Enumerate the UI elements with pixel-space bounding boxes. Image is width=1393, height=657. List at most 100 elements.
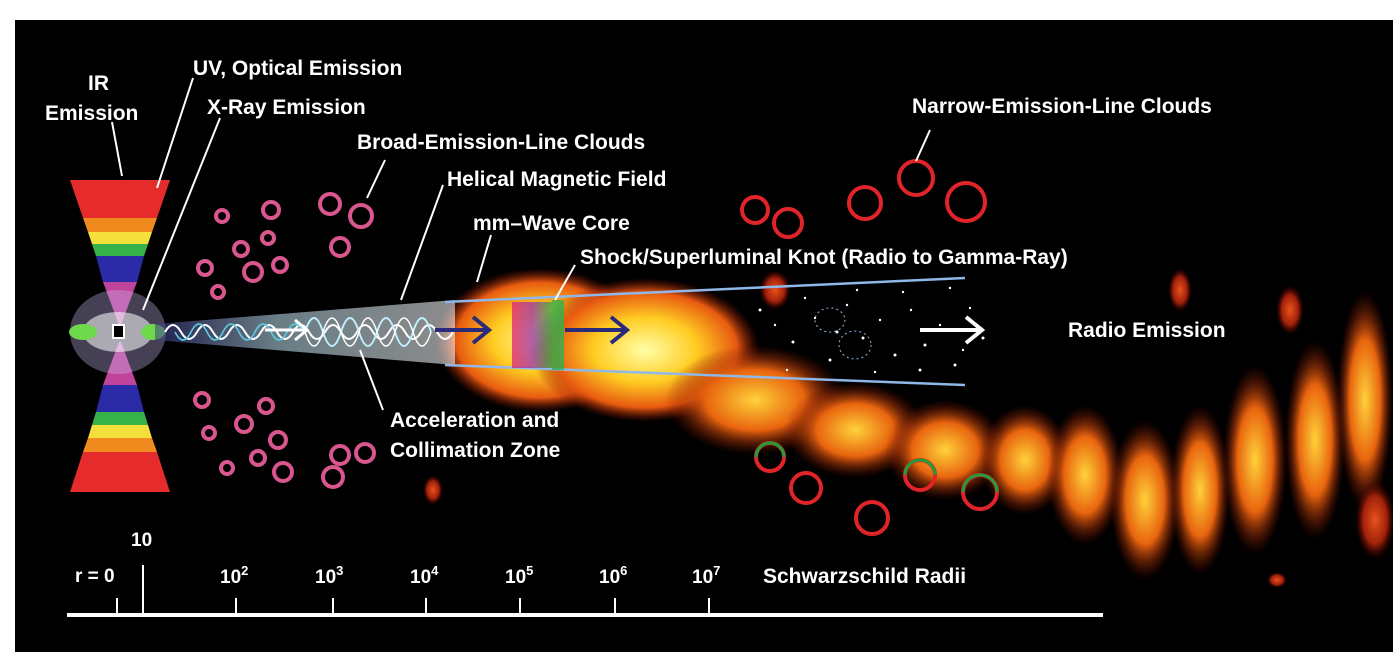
broad-line-cloud: [354, 442, 376, 464]
label-ir-line1: IR: [88, 72, 109, 95]
scale-label-1e7: 107: [692, 563, 720, 588]
torus-lower-green: [92, 412, 148, 425]
inner-jet-green: [69, 324, 97, 340]
jet-glow-segment: [980, 405, 1070, 515]
scale-label-1e6: 106: [599, 563, 627, 588]
torus-lower-red: [70, 452, 170, 492]
label-uv-optical: UV, Optical Emission: [193, 57, 402, 80]
jet-glow-segment: [423, 475, 443, 505]
leader-line-acceleration: [359, 349, 384, 411]
label-radio-emission: Radio Emission: [1068, 319, 1226, 342]
broad-line-cloud: [201, 425, 217, 441]
helical-magnetic-field-coil: [304, 317, 432, 347]
flow-arrow-icon: [435, 315, 493, 345]
broad-line-cloud: [249, 449, 267, 467]
torus-lower-blue: [96, 385, 144, 412]
label-ir-line2: Emission: [45, 102, 138, 125]
jet-boundary-upper: [444, 276, 966, 304]
green-ring-arc: [903, 458, 937, 476]
broad-line-cloud: [242, 261, 264, 283]
shock-front: [552, 300, 564, 370]
diagram-frame: IR Emission UV, Optical Emission X-Ray E…: [15, 20, 1393, 652]
torus-upper-red: [70, 180, 170, 218]
black-hole: [112, 324, 125, 339]
broad-line-cloud: [329, 444, 351, 466]
torus-lower-yellow: [88, 425, 152, 438]
broad-line-cloud: [196, 259, 214, 277]
leader-line-broad: [366, 159, 386, 199]
jet-glow-segment: [1168, 268, 1192, 312]
flow-arrows: [265, 315, 986, 345]
label-narrow-line-clouds: Narrow-Emission-Line Clouds: [912, 95, 1212, 118]
helical-magnetic-field-coil: [304, 317, 432, 347]
leader-line-knot: [554, 264, 576, 301]
scale-label-1e5: 105: [505, 563, 533, 588]
leader-line-uv: [156, 77, 194, 189]
helical-magnetic-field-coil: [174, 323, 304, 341]
broad-line-cloud: [193, 391, 211, 409]
jet-emission-glow: [423, 268, 1393, 588]
jet-glow-segment: [1337, 290, 1393, 510]
label-mm-core: mm–Wave Core: [473, 212, 630, 235]
label-broad-line-clouds: Broad-Emission-Line Clouds: [357, 131, 645, 154]
torus-upper-magenta: [103, 282, 137, 325]
broad-line-cloud: [232, 240, 250, 258]
label-xray: X-Ray Emission: [207, 96, 366, 119]
jet-boundary-lower: [444, 363, 966, 387]
narrow-line-cloud: [945, 181, 987, 223]
broad-line-cloud: [234, 414, 254, 434]
labels: IR Emission UV, Optical Emission X-Ray E…: [45, 57, 1226, 462]
leader-line-helical: [400, 184, 444, 301]
leader-lines: [111, 77, 931, 411]
jet-glow-segment: [1170, 405, 1230, 575]
green-rings: [754, 441, 999, 493]
label-helical-field: Helical Magnetic Field: [447, 168, 666, 191]
leader-line-ir: [111, 121, 123, 177]
broad-line-cloud: [271, 256, 289, 274]
jet-glow-segment: [1285, 340, 1345, 540]
flow-arrow-icon: [265, 318, 310, 342]
scale-label-1e2: 102: [220, 563, 248, 588]
broad-line-cloud: [257, 397, 275, 415]
narrow-line-cloud: [789, 471, 823, 505]
narrow-line-cloud: [897, 159, 935, 197]
narrow-line-cloud: [854, 500, 890, 536]
torus-upper-blue: [96, 256, 144, 282]
label-acceleration-line2: Collimation Zone: [390, 439, 560, 462]
dusty-torus: [69, 180, 170, 492]
leader-line-xray: [142, 117, 221, 311]
scale-label-r0: r = 0: [75, 566, 115, 587]
jet-glow-segment: [1047, 405, 1123, 545]
knot-ring-faint: [838, 330, 872, 360]
broad-line-cloud: [219, 460, 235, 476]
broad-line-cloud: [321, 465, 345, 489]
scale-label-1e3: 103: [315, 563, 343, 588]
helical-magnetic-field-coil: [164, 324, 454, 340]
narrow-line-cloud: [847, 185, 883, 221]
jet-glow-segment: [1276, 285, 1304, 335]
torus-lower-orange: [83, 438, 157, 452]
torus-lower-magenta: [103, 342, 137, 385]
jet-glow-segment: [1267, 572, 1287, 588]
label-shock-knot: Shock/Superluminal Knot (Radio to Gamma-…: [580, 246, 1068, 269]
label-acceleration-line1: Acceleration and: [390, 409, 559, 432]
torus-upper-yellow: [88, 232, 152, 244]
broad-line-cloud: [348, 203, 374, 229]
torus-upper-green: [92, 244, 148, 256]
jet-glow-segment: [759, 270, 791, 310]
narrow-line-clouds: [740, 159, 999, 536]
green-ring-arc: [754, 441, 786, 458]
distance-scale: r = 0 10 102 103 104 105 106 107 Schwarz…: [67, 530, 1103, 617]
flow-arrow-icon: [920, 315, 986, 345]
scale-label-10: 10: [131, 530, 152, 551]
blazar-jet-diagram: IR Emission UV, Optical Emission X-Ray E…: [45, 57, 1393, 617]
broad-line-cloud: [214, 208, 230, 224]
jet-glow-segment: [1355, 480, 1393, 560]
scale-unit-label: Schwarzschild Radii: [763, 565, 966, 588]
broad-line-cloud: [272, 461, 294, 483]
particle-speckles: [758, 286, 985, 374]
broad-line-cloud: [318, 192, 342, 216]
scale-label-1e4: 104: [410, 563, 439, 588]
knot-ring-faint: [814, 307, 846, 333]
broad-line-clouds: [193, 192, 376, 489]
